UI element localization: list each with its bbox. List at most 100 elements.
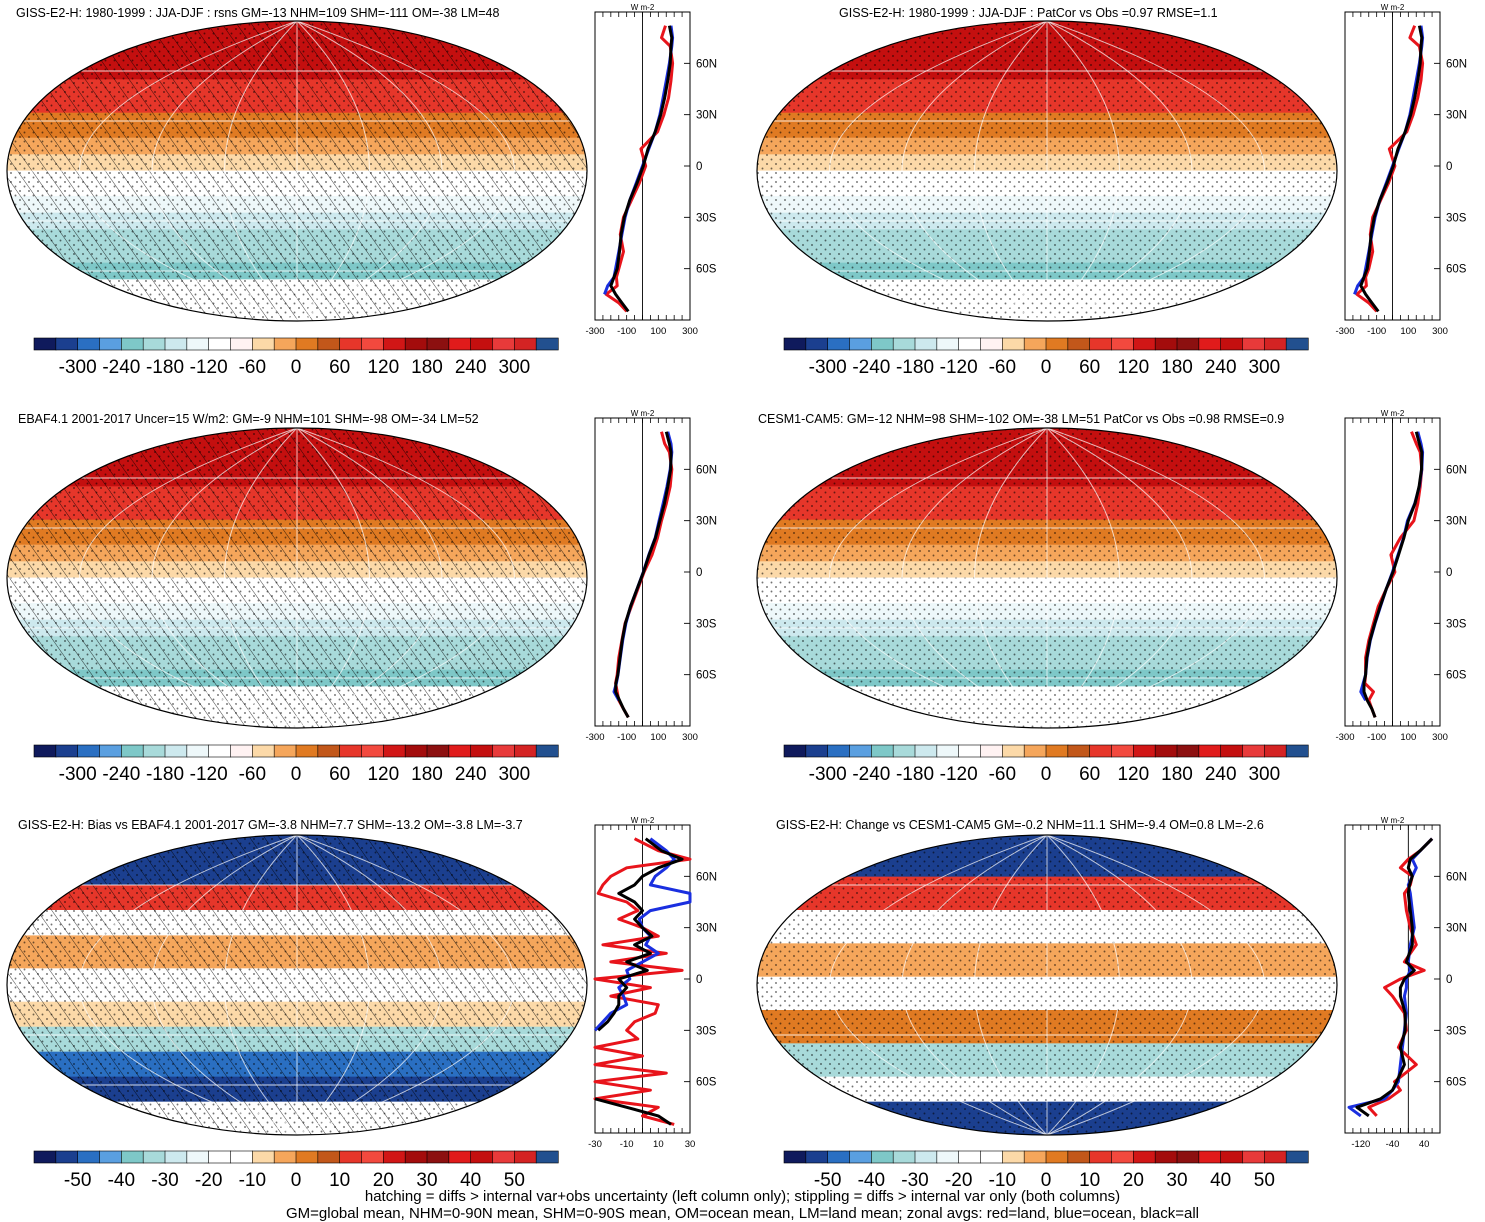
x-tick-label: -300 (585, 326, 604, 337)
x-tick-label: -100 (1367, 732, 1386, 743)
colorbar-tick-label: 240 (1205, 764, 1237, 785)
colorbar-swatch (186, 744, 210, 758)
colorbar-swatch (1023, 744, 1047, 758)
colorbar-swatch (164, 744, 188, 758)
graticule-lon (296, 21, 443, 321)
lat-tick-label: 60S (696, 670, 717, 682)
lat-tick-label: 0 (1446, 161, 1452, 173)
colorbar-swatch (99, 1150, 122, 1164)
colorbar-swatch (892, 1150, 916, 1164)
colorbar-swatch (339, 1150, 363, 1164)
graticule-lon (296, 428, 515, 728)
colorbar-swatch (1242, 337, 1265, 351)
colorbar-swatch (448, 337, 472, 351)
colorbar-swatch (317, 337, 341, 351)
colorbar-swatch (535, 744, 559, 758)
map-field (7, 428, 587, 728)
lat-tick-label: 30S (1446, 1025, 1467, 1037)
lat-tick-label: 60S (1446, 264, 1467, 276)
panel-title: GISS-E2-H: Change vs CESM1-CAM5 GM=-0.2 … (776, 818, 1264, 832)
colorbar-swatch (1198, 337, 1222, 351)
x-tick-label: -300 (1335, 732, 1354, 743)
colorbar-tick-label: 0 (1041, 764, 1052, 785)
lat-tick-label: 60N (696, 464, 717, 476)
colorbar-swatch (958, 1150, 982, 1164)
colorbar-swatch (1264, 337, 1287, 351)
graticule-lon (79, 428, 298, 728)
colorbar-tick-label: 40 (1210, 1170, 1231, 1191)
colorbar-swatch (1154, 337, 1178, 351)
colorbar: -300 -240 -180 -120 -60 0 60 120 180 240 300 (33, 337, 559, 378)
colorbar-tick-label: 30 (1166, 1170, 1187, 1191)
colorbar-swatch (361, 744, 384, 758)
colorbar-swatch (1045, 744, 1069, 758)
colorbar-swatch (980, 1150, 1003, 1164)
lat-tick-label: 30S (696, 1025, 717, 1037)
graticule-lon (1046, 428, 1265, 728)
panel-0: GISS-E2-H: 1980-1999 : JJA-DJF : rsns GM… (6, 3, 717, 378)
colorbar-swatch (1133, 744, 1156, 758)
colorbar-swatch (448, 1150, 472, 1164)
colorbar-tick-label: -300 (809, 764, 847, 785)
colorbar-tick-label: 0 (291, 1170, 302, 1191)
colorbar-swatch (1002, 744, 1025, 758)
colorbar-swatch (404, 337, 428, 351)
footer-note-means: GM=global mean, NHM=0-90N mean, SHM=0-90… (285, 1205, 1199, 1222)
colorbar: -300 -240 -180 -120 -60 0 60 120 180 240 300 (783, 744, 1309, 785)
colorbar-swatch (892, 337, 916, 351)
graticule-lon (901, 428, 1048, 728)
colorbar-tick-label: 180 (1161, 357, 1193, 378)
colorbar-swatch (514, 1150, 537, 1164)
colorbar-swatch (426, 337, 450, 351)
colorbar-swatch (936, 744, 960, 758)
lat-tick-label: 60N (1446, 871, 1467, 883)
colorbar-swatch (535, 337, 559, 351)
lat-tick-label: 0 (1446, 974, 1452, 986)
colorbar-swatch (404, 1150, 428, 1164)
colorbar-swatch (1285, 1150, 1309, 1164)
graticule-lon (151, 21, 298, 321)
graticule-lon (901, 21, 1048, 321)
graticule-lon (296, 428, 443, 728)
map-outline (6, 427, 588, 729)
colorbar: -300 -240 -180 -120 -60 0 60 120 180 240 300 (33, 744, 559, 785)
map-outline (756, 427, 1338, 729)
colorbar-swatch (317, 1150, 341, 1164)
colorbar-swatch (805, 337, 829, 351)
colorbar-swatch (827, 337, 851, 351)
colorbar: -50 -40 -30 -20 -10 0 10 20 30 40 50 (783, 1150, 1309, 1191)
x-tick-label: 300 (1432, 326, 1448, 337)
colorbar-swatch (470, 744, 494, 758)
x-tick-label: 30 (685, 1139, 696, 1150)
colorbar-swatch (783, 1150, 807, 1164)
colorbar-tick-label: -240 (852, 357, 890, 378)
profile-line-all (609, 25, 674, 313)
colorbar-swatch (142, 1150, 166, 1164)
x-tick-label: -100 (1367, 326, 1386, 337)
colorbar-tick-label: -180 (146, 764, 184, 785)
x-tick-label: -100 (617, 732, 636, 743)
profile-line-all (1359, 25, 1424, 313)
graticule-lon (1046, 21, 1120, 321)
colorbar-swatch (1176, 1150, 1200, 1164)
lat-tick-label: 0 (696, 974, 702, 986)
colorbar-swatch (892, 744, 916, 758)
colorbar-swatch (361, 337, 384, 351)
colorbar-swatch (871, 744, 894, 758)
map-outline (756, 834, 1338, 1136)
colorbar-swatch (208, 337, 232, 351)
map-outline (6, 20, 588, 322)
colorbar-swatch (1023, 337, 1047, 351)
colorbar-tick-label: -50 (814, 1170, 841, 1191)
lat-tick-label: 60N (696, 871, 717, 883)
colorbar-tick-label: -300 (809, 357, 847, 378)
lat-tick-label: 30N (1446, 516, 1467, 528)
colorbar-swatch (1045, 1150, 1069, 1164)
lat-tick-label: 30N (1446, 110, 1467, 122)
lat-tick-label: 30N (696, 923, 717, 935)
graticule-lon (829, 21, 1048, 321)
zonal-profile: W m-2 -300 -100 100 300 60N 30N 0 30S 60S (585, 409, 717, 743)
colorbar-swatch (1176, 744, 1200, 758)
lat-tick-label: 0 (696, 161, 702, 173)
colorbar-swatch (1002, 337, 1025, 351)
